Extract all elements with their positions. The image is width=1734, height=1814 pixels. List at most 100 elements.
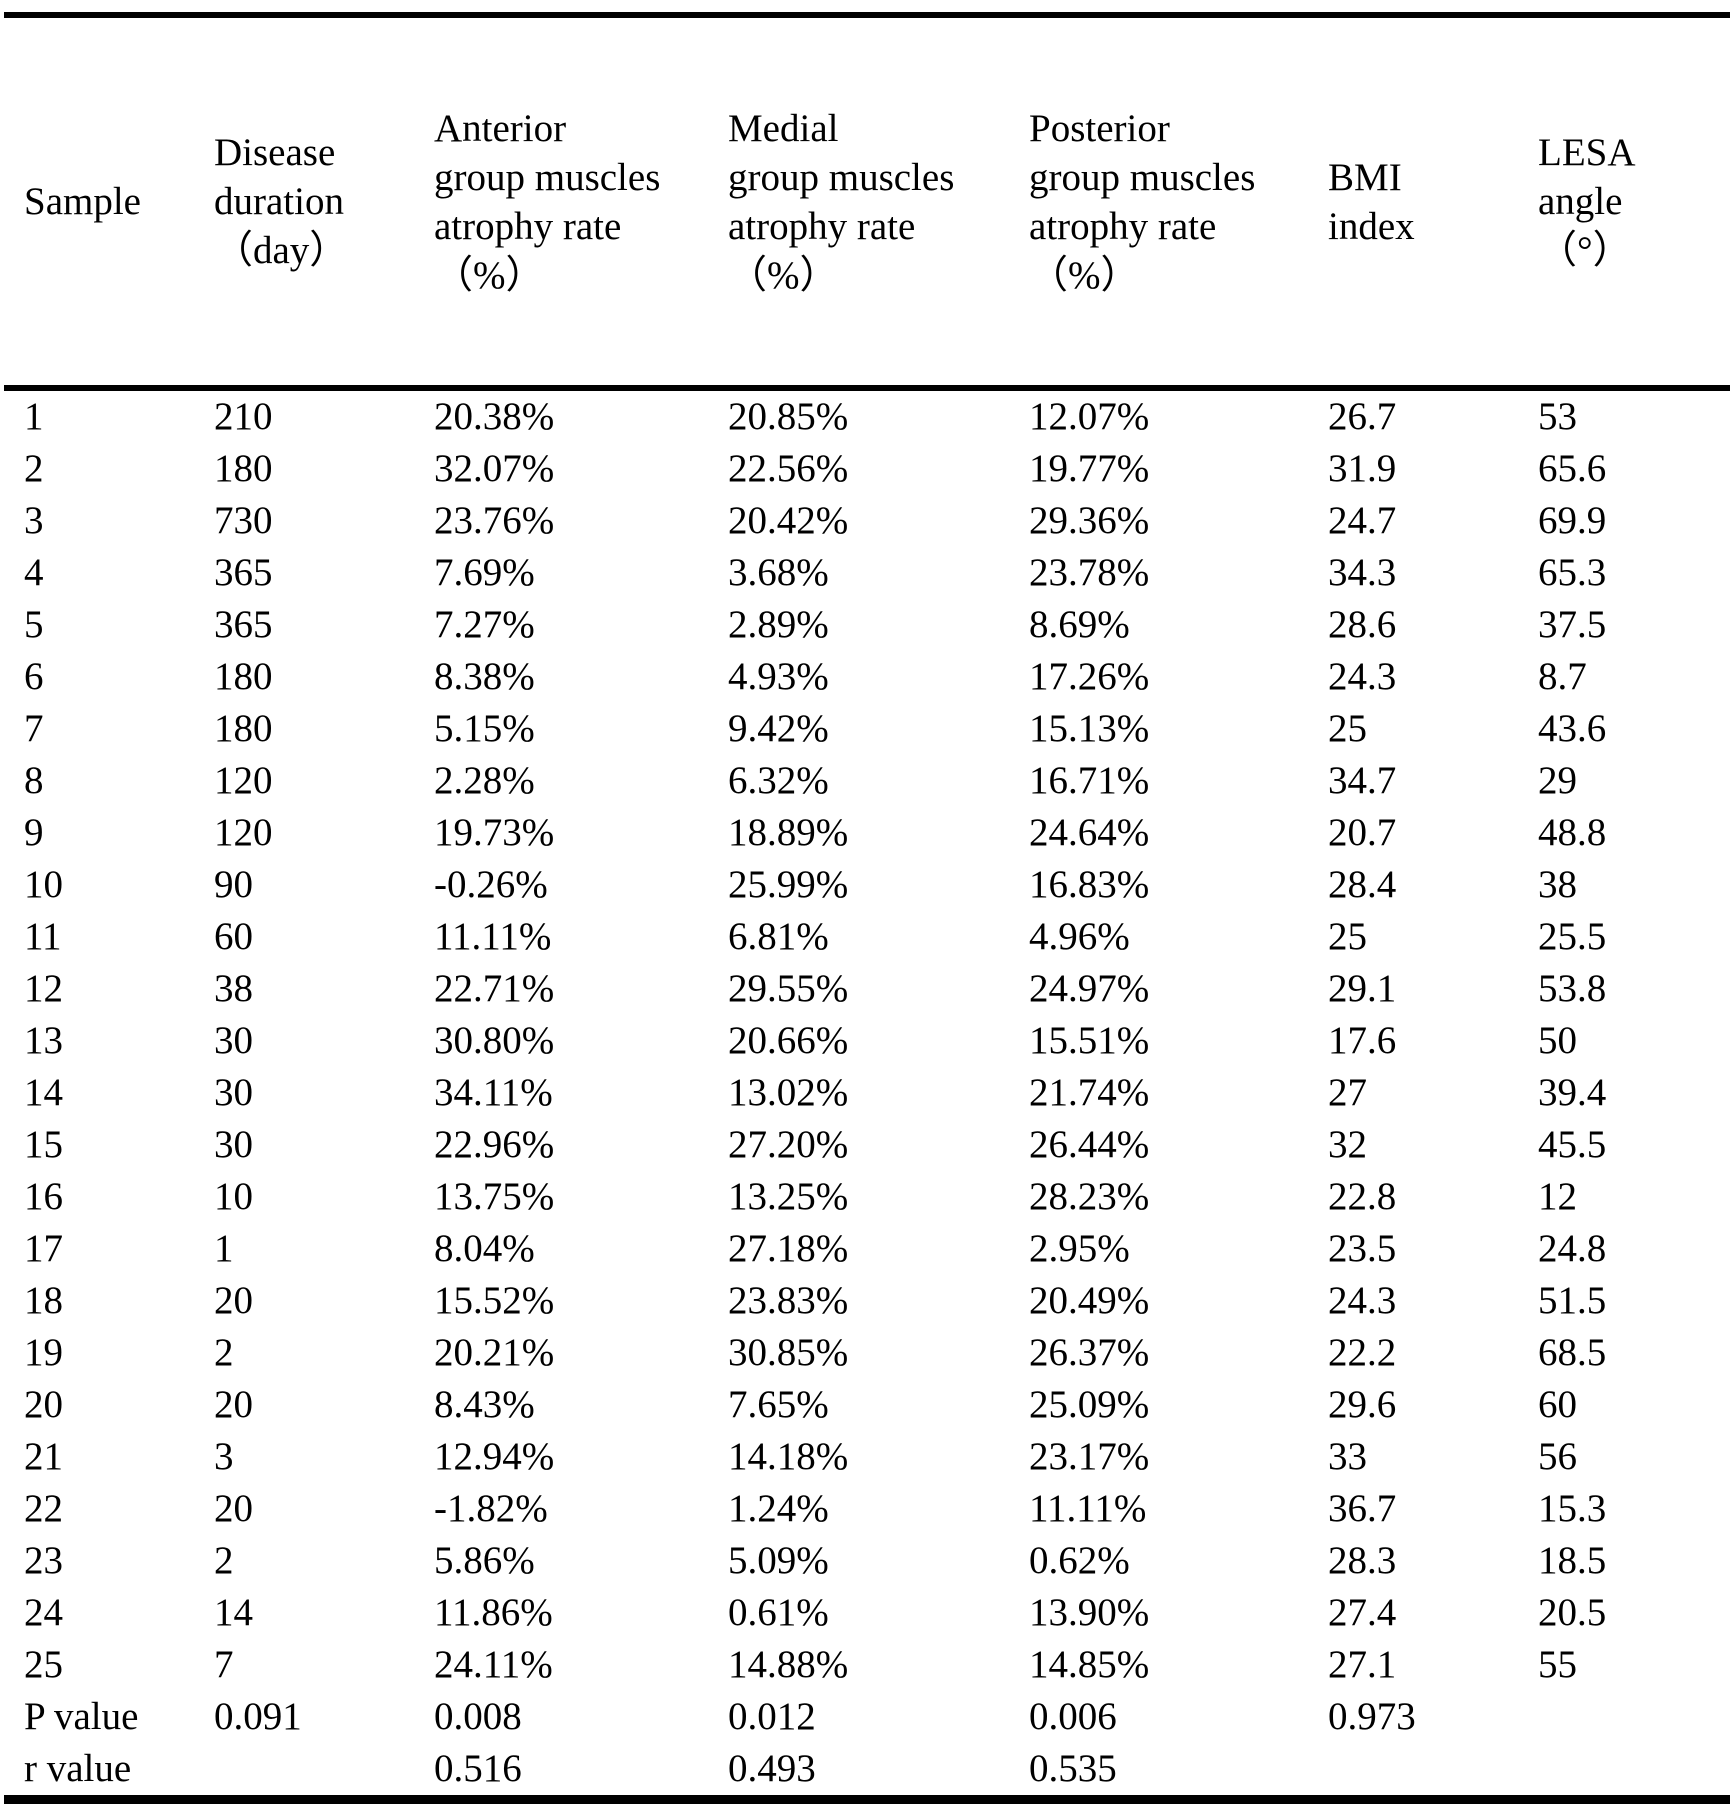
cell-duration: 60 [214, 915, 253, 958]
cell-duration: 180 [214, 655, 273, 698]
cell-anterior: 5.15% [434, 707, 535, 750]
cell-medial: 18.89% [728, 811, 849, 854]
cell-anterior: 0.516 [434, 1747, 522, 1790]
table-row: 16 10 13.75% 13.25% 28.23% 22.8 12 [4, 1171, 1730, 1223]
stats-row: P value 0.091 0.008 0.012 0.006 0.973 [4, 1691, 1730, 1743]
cell-duration: 180 [214, 447, 273, 490]
cell-lesa: 50 [1538, 1019, 1577, 1062]
cell-bmi: 24.3 [1328, 655, 1397, 698]
cell-duration: 1 [214, 1227, 234, 1270]
cell-medial: 13.25% [728, 1175, 849, 1218]
cell-duration: 90 [214, 863, 253, 906]
cell-anterior: 32.07% [434, 447, 555, 490]
cell-lesa: 25.5 [1538, 915, 1607, 958]
cell-lesa: 68.5 [1538, 1331, 1607, 1374]
cell-bmi: 22.2 [1328, 1331, 1397, 1374]
column-header-anterior: Anterior group muscles atrophy rate （%） [414, 15, 708, 391]
cell-bmi: 28.6 [1328, 603, 1397, 646]
cell-sample: 14 [24, 1071, 63, 1114]
cell-lesa: 37.5 [1538, 603, 1607, 646]
cell-bmi: 25 [1328, 915, 1367, 958]
cell-duration: 3 [214, 1435, 234, 1478]
cell-duration: 10 [214, 1175, 253, 1218]
cell-posterior: 26.44% [1029, 1123, 1150, 1166]
cell-posterior: 21.74% [1029, 1071, 1150, 1114]
cell-medial: 0.012 [728, 1695, 816, 1738]
cell-sample: 23 [24, 1539, 63, 1582]
cell-posterior: 29.36% [1029, 499, 1150, 542]
cell-lesa: 39.4 [1538, 1071, 1607, 1114]
table-row: 2 180 32.07% 22.56% 19.77% 31.9 65.6 [4, 443, 1730, 495]
cell-lesa: 12 [1538, 1175, 1577, 1218]
cell-sample: 12 [24, 967, 63, 1010]
cell-anterior: -1.82% [434, 1487, 548, 1530]
cell-duration: 30 [214, 1019, 253, 1062]
cell-bmi: 29.1 [1328, 967, 1397, 1010]
cell-sample: 4 [24, 551, 44, 594]
cell-posterior: 28.23% [1029, 1175, 1150, 1218]
column-header-posterior: Posterior group muscles atrophy rate （%） [1009, 15, 1308, 391]
cell-duration: 120 [214, 811, 273, 854]
cell-posterior: 16.71% [1029, 759, 1150, 802]
cell-anterior: 7.27% [434, 603, 535, 646]
cell-anterior: 8.38% [434, 655, 535, 698]
cell-duration: 2 [214, 1539, 234, 1582]
cell-duration: 30 [214, 1123, 253, 1166]
cell-lesa: 29 [1538, 759, 1577, 802]
cell-medial: 29.55% [728, 967, 849, 1010]
cell-sample: 25 [24, 1643, 63, 1686]
table-row: 20 20 8.43% 7.65% 25.09% 29.6 60 [4, 1379, 1730, 1431]
cell-sample: 18 [24, 1279, 63, 1322]
table-row: 9 120 19.73% 18.89% 24.64% 20.7 48.8 [4, 807, 1730, 859]
cell-medial: 0.61% [728, 1591, 829, 1634]
cell-lesa: 38 [1538, 863, 1577, 906]
cell-anterior: 22.71% [434, 967, 555, 1010]
cell-anterior: 19.73% [434, 811, 555, 854]
cell-bmi: 20.7 [1328, 811, 1397, 854]
cell-bmi: 32 [1328, 1123, 1367, 1166]
cell-lesa: 45.5 [1538, 1123, 1607, 1166]
cell-duration: 365 [214, 551, 273, 594]
table-body: 1 210 20.38% 20.85% 12.07% 26.7 53 2 180 32.07% 22… [4, 388, 1730, 1800]
table-row: 14 30 34.11% 13.02% 21.74% 27 39.4 [4, 1067, 1730, 1119]
table-header: Sample Disease duration （day） Anterior g… [4, 15, 1730, 391]
cell-medial: 3.68% [728, 551, 829, 594]
cell-medial: 13.02% [728, 1071, 849, 1114]
cell-sample: 9 [24, 811, 44, 854]
cell-medial: 27.18% [728, 1227, 849, 1270]
table-row: 18 20 15.52% 23.83% 20.49% 24.3 51.5 [4, 1275, 1730, 1327]
cell-medial: 7.65% [728, 1383, 829, 1426]
cell-posterior: 20.49% [1029, 1279, 1150, 1322]
cell-sample: 6 [24, 655, 44, 698]
cell-medial: 6.81% [728, 915, 829, 958]
cell-anterior: 13.75% [434, 1175, 555, 1218]
cell-posterior: 11.11% [1029, 1487, 1147, 1530]
header-row: Sample Disease duration （day） Anterior g… [4, 15, 1730, 391]
cell-medial: 0.493 [728, 1747, 816, 1790]
cell-posterior: 15.51% [1029, 1019, 1150, 1062]
table-row: 12 38 22.71% 29.55% 24.97% 29.1 53.8 [4, 963, 1730, 1015]
cell-medial: 27.20% [728, 1123, 849, 1166]
table-row: 15 30 22.96% 27.20% 26.44% 32 45.5 [4, 1119, 1730, 1171]
cell-lesa [1518, 1743, 1730, 1800]
cell-medial: 4.93% [728, 655, 829, 698]
cell-duration: 120 [214, 759, 273, 802]
cell-duration [194, 1743, 414, 1800]
results-table: Sample Disease duration （day） Anterior g… [4, 12, 1730, 1804]
cell-medial: 20.85% [728, 395, 849, 438]
cell-sample: 5 [24, 603, 44, 646]
cell-duration: 365 [214, 603, 273, 646]
cell-bmi: 27 [1328, 1071, 1367, 1114]
table-row: 5 365 7.27% 2.89% 8.69% 28.6 37.5 [4, 599, 1730, 651]
cell-anterior: 11.11% [434, 915, 552, 958]
cell-duration: 20 [214, 1279, 253, 1322]
cell-sample: 24 [24, 1591, 63, 1634]
cell-sample: 16 [24, 1175, 63, 1218]
table-row: 8 120 2.28% 6.32% 16.71% 34.7 29 [4, 755, 1730, 807]
column-header-duration: Disease duration （day） [194, 15, 414, 391]
cell-medial: 20.42% [728, 499, 849, 542]
cell-bmi: 31.9 [1328, 447, 1397, 490]
cell-posterior: 26.37% [1029, 1331, 1150, 1374]
cell-lesa: 24.8 [1538, 1227, 1607, 1270]
cell-bmi: 28.4 [1328, 863, 1397, 906]
